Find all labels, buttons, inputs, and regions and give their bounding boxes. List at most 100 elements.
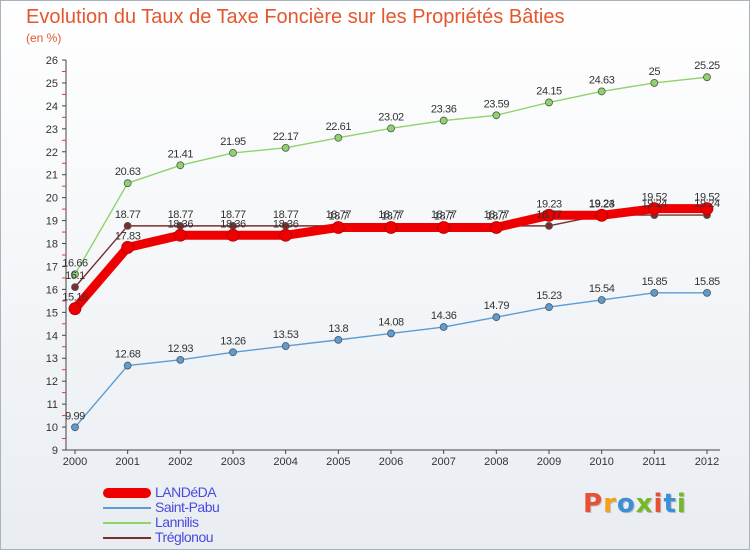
y-tick-label: 11 (47, 399, 58, 411)
point-saint-pabu (281, 342, 290, 350)
point-landeda (173, 228, 187, 242)
data-label-saint-pabu: 13.53 (273, 329, 299, 341)
data-label-saint-pabu: 15.54 (589, 283, 615, 295)
y-tick-label: 16 (46, 284, 58, 296)
x-tick-label: 2005 (326, 456, 350, 468)
x-tick-label: 2001 (115, 456, 139, 468)
data-label-treglonou: 18.77 (536, 209, 562, 221)
point-landeda (121, 241, 135, 254)
point-landeda (68, 302, 82, 316)
point-treglonou (71, 283, 79, 292)
y-tick-label: 15 (46, 307, 58, 319)
point-saint-pabu (439, 323, 448, 331)
legend-swatch-saint-pabu (103, 507, 151, 509)
data-label-lannilis: 23.36 (431, 104, 457, 116)
data-label-lannilis: 24.63 (589, 74, 615, 86)
data-label-treglonou: 18.77 (378, 209, 404, 221)
point-landeda (700, 202, 714, 216)
point-saint-pabu (597, 296, 606, 304)
legend-item-treglonou: Tréglonou (103, 530, 263, 545)
data-label-saint-pabu: 14.79 (484, 300, 510, 312)
point-treglonou (545, 221, 553, 230)
point-saint-pabu (650, 288, 659, 297)
point-saint-pabu (492, 313, 501, 322)
y-tick-label: 25 (46, 78, 58, 90)
data-label-lannilis: 23.59 (484, 98, 510, 110)
data-label-landeda: 19.52 (642, 192, 668, 204)
data-label-treglonou: 18.77 (168, 209, 194, 221)
x-tick-label: 2010 (589, 456, 613, 468)
point-landeda (226, 228, 240, 242)
point-lannilis (229, 149, 237, 157)
point-saint-pabu (387, 329, 395, 338)
data-label-saint-pabu: 13.8 (328, 323, 348, 335)
point-landeda (384, 221, 398, 234)
y-tick-label: 10 (46, 422, 58, 434)
x-tick-label: 2011 (643, 456, 667, 468)
series-line-saint-pabu (74, 292, 708, 428)
data-label-treglonou: 18.77 (220, 209, 246, 221)
point-lannilis (387, 124, 395, 133)
data-label-lannilis: 25.25 (694, 60, 720, 72)
data-label-treglonou: 19.24 (642, 198, 668, 210)
y-tick-label: 23 (46, 124, 58, 136)
point-saint-pabu (123, 361, 132, 370)
legend-label-saint-pabu: Saint-Pabu (155, 499, 220, 515)
data-label-landeda: 18.7 (434, 210, 454, 222)
data-label-landeda: 18.36 (273, 218, 299, 230)
data-label-saint-pabu: 14.08 (378, 316, 404, 328)
point-lannilis (123, 179, 132, 188)
x-tick-label: 2000 (63, 456, 87, 468)
point-lannilis (545, 98, 553, 107)
y-tick-label: 19 (46, 216, 58, 228)
data-label-landeda: 18.7 (381, 210, 401, 222)
data-label-lannilis: 24.15 (536, 85, 562, 97)
data-label-treglonou: 18.77 (484, 209, 510, 221)
x-tick-label: 2006 (379, 456, 403, 468)
x-tick-label: 2007 (431, 456, 455, 468)
x-tick-label: 2008 (484, 456, 508, 468)
point-lannilis (703, 73, 711, 82)
data-label-saint-pabu: 15.85 (642, 276, 668, 288)
data-label-treglonou: 18.77 (273, 209, 299, 221)
y-tick-label: 21 (46, 170, 58, 182)
point-landeda (647, 202, 661, 216)
data-label-treglonou: 18.77 (431, 209, 457, 221)
point-landeda (489, 221, 503, 234)
data-label-treglonou: 19.24 (694, 198, 720, 210)
point-saint-pabu (229, 348, 237, 357)
point-saint-pabu (703, 288, 711, 297)
data-label-treglonou: 18.77 (326, 209, 352, 221)
data-label-landeda: 19.23 (536, 198, 562, 210)
data-label-landeda: 18.7 (328, 210, 348, 222)
point-landeda (437, 221, 451, 234)
legend: LANDéDA Saint-Pabu Lannilis Tréglonou (103, 485, 263, 545)
data-label-saint-pabu: 14.36 (431, 310, 457, 322)
legend-label-treglonou: Tréglonou (155, 529, 214, 545)
data-label-treglonou: 19.24 (589, 198, 615, 210)
data-label-lannilis: 21.41 (168, 148, 194, 160)
point-lannilis (650, 79, 659, 87)
point-lannilis (176, 161, 185, 170)
data-label-landeda: 19.52 (694, 192, 720, 204)
legend-swatch-lannilis (103, 522, 151, 524)
y-tick-label: 13 (46, 353, 58, 365)
point-saint-pabu (545, 303, 553, 311)
point-lannilis (439, 116, 448, 125)
data-label-treglonou: 16.1 (65, 270, 85, 282)
data-label-lannilis: 22.17 (273, 131, 299, 143)
data-label-saint-pabu: 9.99 (65, 410, 85, 422)
data-label-landeda: 18.7 (486, 210, 506, 222)
proxiti-logo: Proxiti (583, 489, 687, 519)
y-tick-label: 18 (46, 239, 58, 251)
data-label-lannilis: 16.66 (62, 257, 88, 269)
legend-label-lannilis: Lannilis (155, 514, 199, 530)
data-label-landeda: 18.36 (220, 218, 246, 230)
y-tick-label: 12 (46, 376, 58, 388)
x-tick-label: 2009 (537, 456, 561, 468)
point-saint-pabu (334, 335, 343, 344)
data-label-saint-pabu: 15.23 (536, 290, 562, 302)
data-label-saint-pabu: 12.68 (115, 349, 141, 361)
y-tick-label: 22 (46, 147, 58, 159)
